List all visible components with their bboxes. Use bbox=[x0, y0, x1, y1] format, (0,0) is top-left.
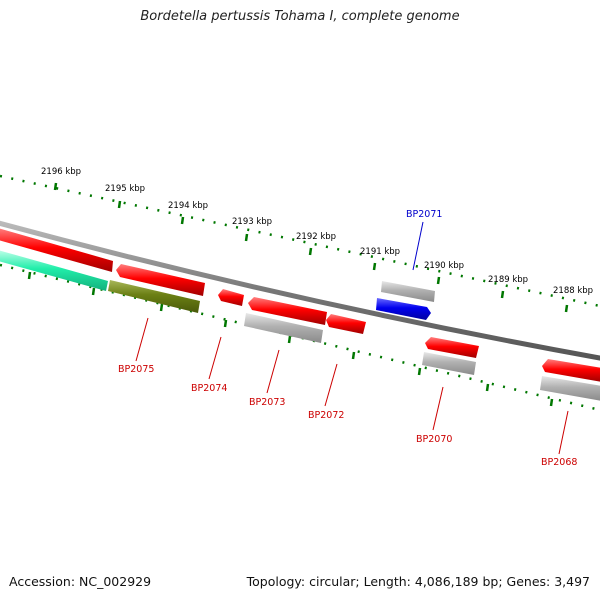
olive-feature-bp2075[interactable] bbox=[108, 280, 200, 313]
leader-line bbox=[135, 317, 149, 362]
gene-label[interactable]: BP2068 bbox=[541, 457, 577, 468]
scale-label: 2194 kbp bbox=[168, 201, 208, 211]
major-ticks bbox=[27, 271, 554, 407]
major-ticks bbox=[53, 182, 569, 313]
leader-line bbox=[266, 349, 280, 394]
gray-feature[interactable] bbox=[422, 352, 476, 375]
scale-label: 2188 kbp bbox=[553, 286, 593, 296]
gray-feature[interactable] bbox=[381, 281, 435, 302]
cds-feature-bp2070[interactable] bbox=[425, 337, 479, 358]
reverse-strand-features bbox=[0, 250, 600, 401]
cds-feature-bp2074[interactable] bbox=[116, 264, 205, 296]
gene-label[interactable]: BP2075 bbox=[118, 364, 154, 375]
scale-label: 2193 kbp bbox=[232, 217, 272, 227]
gene-labels: BP2075 BP2074 BP2073 BP2072 BP2071 BP207… bbox=[118, 209, 577, 468]
scale-labels: 2196 kbp 2195 kbp 2194 kbp 2193 kbp 2192… bbox=[41, 167, 593, 296]
leader-line bbox=[432, 386, 444, 431]
gene-label[interactable]: BP2071 bbox=[406, 209, 442, 220]
genome-summary-text: Topology: circular; Length: 4,086,189 bp… bbox=[246, 574, 590, 589]
map-title: Bordetella pertussis Tohama I, complete … bbox=[140, 9, 460, 24]
cds-feature[interactable] bbox=[218, 289, 244, 306]
leader-line bbox=[558, 410, 569, 455]
gray-feature[interactable] bbox=[244, 313, 323, 343]
gene-label[interactable]: BP2072 bbox=[308, 410, 344, 421]
gene-label[interactable]: BP2073 bbox=[249, 397, 285, 408]
scale-label: 2195 kbp bbox=[105, 184, 145, 194]
forward-strand-features bbox=[0, 228, 435, 320]
teal-feature[interactable] bbox=[0, 250, 108, 291]
gene-label[interactable]: BP2070 bbox=[416, 434, 452, 445]
gray-feature[interactable] bbox=[540, 376, 600, 401]
leader-line bbox=[324, 363, 338, 407]
scale-label: 2192 kbp bbox=[296, 232, 336, 242]
scale-label: 2196 kbp bbox=[41, 167, 81, 177]
scale-label: 2189 kbp bbox=[488, 275, 528, 285]
cds-feature-bp2072[interactable] bbox=[326, 314, 366, 334]
scale-label: 2191 kbp bbox=[360, 247, 400, 257]
cds-feature-bp2073[interactable] bbox=[248, 297, 327, 325]
accession-text: Accession: NC_002929 bbox=[9, 574, 152, 589]
label-leader-lines bbox=[135, 221, 569, 455]
gene-label[interactable]: BP2074 bbox=[191, 383, 227, 394]
scale-label: 2190 kbp bbox=[424, 261, 464, 271]
genome-backbone bbox=[0, 220, 600, 361]
leader-line bbox=[208, 336, 222, 380]
inner-tick-ruler bbox=[0, 263, 600, 412]
blue-feature-bp2071[interactable] bbox=[376, 298, 431, 320]
leader-line bbox=[412, 221, 424, 271]
cds-feature-bp2068[interactable] bbox=[542, 359, 600, 382]
outer-tick-ruler bbox=[0, 174, 600, 313]
cds-feature[interactable] bbox=[0, 228, 113, 272]
